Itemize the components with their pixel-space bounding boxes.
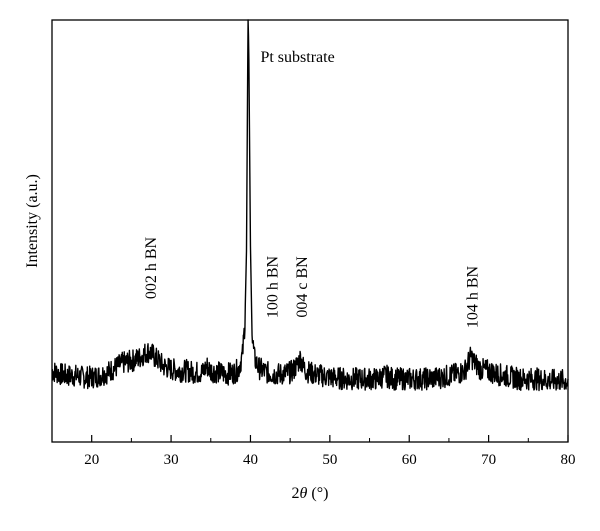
x-axis-title-suffix: (°) <box>307 485 328 502</box>
x-tick-label: 50 <box>322 452 337 468</box>
x-tick-label: 80 <box>561 452 576 468</box>
x-axis-title: 2θ (°) <box>292 485 329 502</box>
x-tick-label: 30 <box>164 452 179 468</box>
x-axis-ticks: 20 30 40 50 60 70 80 <box>51 435 576 468</box>
x-axis-title-prefix: 2 <box>292 485 300 502</box>
xrd-pattern-line <box>51 19 569 392</box>
x-tick-label: 20 <box>84 452 99 468</box>
x-tick-label: 70 <box>481 452 496 468</box>
peak-annotation: 104 h BN <box>465 265 482 328</box>
peak-annotations: Pt substrate 002 h BN 100 h BN 004 c BN 104 … <box>143 49 482 328</box>
y-axis-title: Intensity (a.u.) <box>24 174 41 268</box>
plot-frame <box>51 19 569 443</box>
x-tick-label: 60 <box>402 452 417 468</box>
peak-annotation: 002 h BN <box>143 236 160 299</box>
x-tick-label: 40 <box>243 452 258 468</box>
peak-annotation: 004 c BN <box>294 256 311 318</box>
x-axis-title-symbol: θ <box>300 485 308 502</box>
peak-annotation: 100 h BN <box>265 255 282 318</box>
peak-annotation: Pt substrate <box>260 49 334 66</box>
